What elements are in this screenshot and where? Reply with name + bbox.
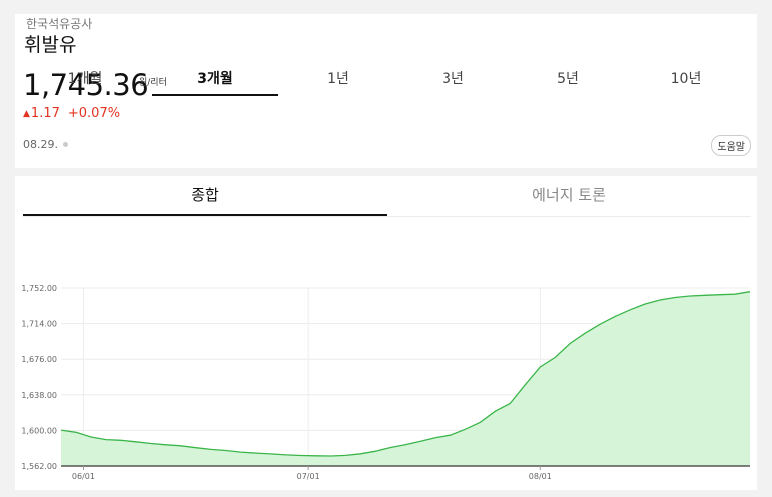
period-tab-3-months[interactable]: 3개월 [152, 68, 278, 96]
series-area-fill [61, 291, 750, 466]
provider-name: 한국석유공사 [26, 17, 93, 31]
x-tick-label: 08/01 [529, 472, 552, 481]
y-tick-label: 1,562.00 [21, 462, 57, 471]
x-tick-label: 07/01 [297, 472, 320, 481]
y-axis-ticks: 1,752.00 1,714.00 1,676.00 1,638.00 1,600.00… [21, 284, 57, 471]
y-tick-label: 1,600.00 [21, 426, 57, 435]
y-tick-label: 1,752.00 [21, 284, 57, 293]
y-tick-label: 1,638.00 [21, 391, 57, 400]
period-tab-1-month[interactable]: 1개월 [67, 71, 103, 87]
tab-overview[interactable]: 종합 [23, 176, 387, 216]
change-value: 1.17 [30, 106, 60, 121]
period-tab-5-years[interactable]: 5년 [557, 71, 579, 87]
price-area-chart[interactable]: 1,752.00 1,714.00 1,676.00 1,638.00 1,600.00… [0, 275, 772, 490]
x-tick-label: 06/01 [72, 472, 95, 481]
help-button[interactable]: 도움말 [711, 135, 751, 156]
change-percent: +0.07% [67, 106, 121, 121]
up-arrow-icon: ▲ [23, 109, 30, 119]
date-text: 08.29. [23, 138, 58, 151]
main-tabs: 종합 에너지 토론 [23, 176, 751, 217]
price-date: 08.29. [23, 138, 68, 151]
period-tab-10-years[interactable]: 10년 [670, 71, 702, 87]
price-change: ▲1.17 +0.07% [23, 106, 120, 121]
price-unit: 원/리터 [139, 78, 167, 88]
period-tabs: 1개월 3개월 1년 3년 5년 10년 [15, 68, 753, 96]
y-tick-label: 1,676.00 [21, 355, 57, 364]
product-name: 휘발유 [24, 34, 77, 56]
current-price: 1,745.36 [23, 68, 149, 102]
series-line [60, 291, 751, 457]
x-axis-ticks: 06/01 07/01 08/01 [72, 466, 552, 481]
price-summary-card: 한국석유공사 휘발유 1,745.36 원/리터 ▲1.17 +0.07% 08.… [15, 14, 757, 168]
status-dot-icon [63, 141, 68, 147]
tab-energy-discussion[interactable]: 에너지 토론 [532, 186, 606, 204]
period-tab-3-years[interactable]: 3년 [442, 71, 464, 87]
period-tab-1-year[interactable]: 1년 [327, 71, 349, 87]
y-tick-label: 1,714.00 [21, 320, 57, 329]
